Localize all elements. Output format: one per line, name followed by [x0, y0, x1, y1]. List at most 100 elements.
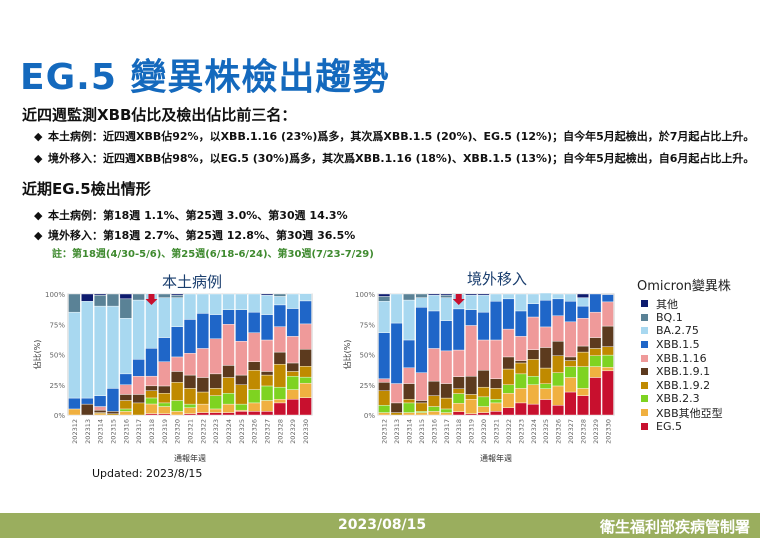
x-tick-label: 202330	[302, 419, 310, 444]
bar-segment	[452, 388, 465, 394]
bar-segment	[183, 403, 197, 408]
bar-segment	[209, 408, 222, 413]
x-tick-label: 202317	[443, 419, 451, 444]
bar-segment	[601, 301, 614, 327]
x-tick-label: 202330	[604, 419, 612, 444]
bar-segment	[577, 293, 589, 298]
bar-segment	[539, 326, 552, 348]
x-tick-label: 202326	[251, 419, 259, 444]
bar-segment	[465, 325, 478, 377]
bar-segment	[514, 360, 527, 364]
bar-segment	[222, 365, 235, 378]
bar-segment	[106, 388, 120, 412]
bar-segment	[183, 407, 197, 414]
bar-segment	[378, 390, 391, 406]
bar-segment	[119, 293, 132, 300]
bar-segment	[260, 293, 274, 296]
legend-label: EG.5	[656, 419, 682, 433]
bar-segment	[490, 402, 502, 412]
x-tick-label: 202320	[480, 419, 488, 444]
bar-segment	[248, 361, 261, 371]
bar-segment	[415, 372, 428, 401]
bar-segment	[286, 389, 299, 400]
bar-segment	[299, 376, 312, 384]
bar-segment	[209, 388, 222, 396]
bar-segment	[415, 402, 428, 412]
bar-segment	[235, 340, 248, 376]
bar-segment	[490, 388, 502, 400]
bar-segment	[260, 400, 274, 412]
x-tick-label: 202328	[276, 419, 284, 444]
bar-segment	[589, 366, 602, 378]
x-tick-label: 202324	[225, 419, 233, 444]
y-axis-label: 佔比(%)	[342, 340, 352, 370]
bar-segment	[601, 294, 614, 303]
x-tick-label: 202321	[187, 419, 195, 444]
bar-segment	[514, 336, 527, 361]
bar-segment	[273, 304, 287, 327]
bar-segment	[564, 301, 577, 323]
bar-segment	[440, 350, 453, 384]
bar-segment	[119, 411, 132, 416]
bar-segment	[440, 408, 453, 413]
red-down-arrow-icon	[452, 294, 465, 305]
bar-segment	[132, 394, 145, 404]
bar-segment	[403, 412, 415, 416]
bar-segment	[490, 411, 502, 416]
bar-segment	[81, 403, 94, 416]
bar-segment	[601, 325, 614, 347]
legend-label: XBB.1.9.2	[656, 378, 711, 392]
bar-segment	[183, 374, 197, 389]
x-tick-label: 202321	[493, 419, 501, 444]
bar-segment	[171, 297, 184, 327]
bar-segment	[564, 360, 577, 367]
bar-segment	[196, 348, 209, 378]
x-tick-label: 202316	[430, 419, 438, 444]
legend-swatch	[641, 300, 648, 308]
bar-segment	[577, 305, 589, 319]
bar-segment	[552, 372, 565, 387]
legend-swatch	[641, 354, 648, 362]
bar-segment	[299, 382, 312, 398]
bar-segment	[119, 384, 132, 395]
bar-segment	[490, 339, 502, 379]
bar-segment	[527, 349, 540, 360]
bar-segment	[171, 293, 184, 296]
bar-segment	[378, 296, 391, 302]
x-tick-label: 202314	[97, 419, 105, 444]
bar-segment	[93, 305, 107, 396]
updated-label: Updated: 2023/8/15	[92, 467, 203, 480]
bar-segment	[477, 412, 490, 416]
bar-segment	[222, 324, 235, 366]
bar-segment	[502, 328, 515, 358]
bar-segment	[427, 406, 440, 412]
bar-segment	[119, 400, 132, 410]
bar-segment	[68, 408, 81, 416]
section1-bullet: ◆ 本土病例：近四週XBB佔92%，以XBB.1.16 (23%)爲多，其次爲XB…	[34, 130, 755, 143]
legend-label: XBB.1.5	[656, 338, 700, 352]
bar-segment	[427, 295, 440, 312]
bar-segment	[132, 376, 145, 395]
bar-segment	[158, 393, 171, 404]
section2-bullet: ◆ 本土病例：第18週 1.1%、第25週 3.0%、第30週 14.3%	[34, 209, 348, 222]
bar-segment	[235, 309, 248, 342]
x-tick-label: 202324	[530, 419, 538, 444]
bar-segment	[260, 385, 274, 401]
bar-segment	[403, 339, 415, 369]
bar-segment	[273, 363, 287, 388]
bar-segment	[490, 293, 502, 302]
bar-segment	[248, 293, 261, 313]
bar-segment	[465, 295, 478, 310]
legend-label: XBB.2.3	[656, 392, 700, 406]
bar-segment	[248, 311, 261, 333]
bar-segment	[390, 322, 403, 384]
bar-segment	[514, 402, 527, 416]
bar-segment	[452, 411, 465, 416]
bar-segment	[248, 332, 261, 362]
x-axis-label: 通報年週	[174, 453, 206, 463]
bar-segment	[299, 293, 312, 302]
chart-local: 0% 25% 50% 75% 100% 佔比(%) 202312 202313 202314 20…	[32, 291, 313, 463]
legend-item: XBB.1.9.1	[637, 365, 731, 379]
bar-segment	[539, 383, 552, 389]
